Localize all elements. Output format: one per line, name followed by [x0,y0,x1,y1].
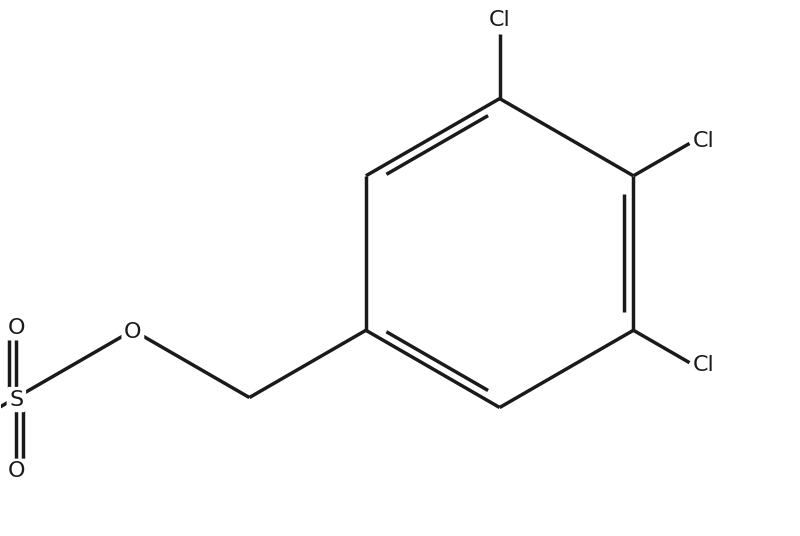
Text: S: S [10,390,23,410]
Text: O: O [8,461,25,481]
Text: Cl: Cl [693,355,714,375]
Text: Cl: Cl [693,131,714,152]
Text: Cl: Cl [489,10,510,30]
Text: O: O [124,322,142,343]
Text: O: O [8,318,25,338]
